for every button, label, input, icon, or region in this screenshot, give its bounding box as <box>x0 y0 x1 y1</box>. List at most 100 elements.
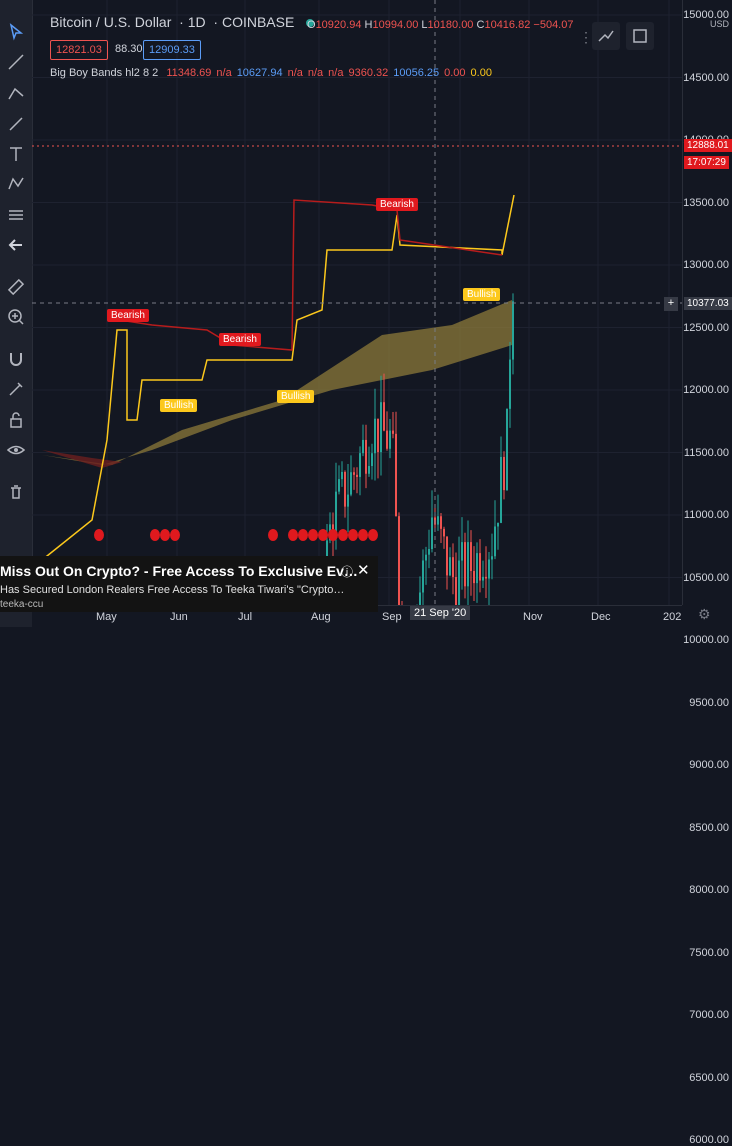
time-tick-label: Aug <box>311 611 331 623</box>
ad-text: Has Secured London Realers Free Access T… <box>0 584 345 596</box>
signal-dot <box>308 529 318 541</box>
zoom-in-icon[interactable] <box>4 305 28 329</box>
candle-body <box>461 542 463 561</box>
candle-body <box>335 491 337 536</box>
time-tick-label: May <box>96 611 117 623</box>
candle-body <box>452 557 454 578</box>
candle-body <box>500 456 502 523</box>
trash-icon[interactable] <box>4 480 28 504</box>
brush-icon[interactable] <box>4 112 28 136</box>
candle-body <box>341 471 343 480</box>
unlock-icon[interactable] <box>4 408 28 432</box>
price-tick-label: 13000.00 <box>683 259 729 271</box>
price-tick-label: 12000.00 <box>683 384 729 396</box>
low-value: 10180.00 <box>427 19 474 31</box>
candle-body <box>512 301 514 360</box>
candle-body <box>458 560 460 605</box>
candle-body <box>491 556 493 560</box>
candle-body <box>443 528 445 537</box>
ad-banner[interactable]: Miss Out On Crypto? - Free Access To Exc… <box>0 556 378 612</box>
ruler-icon[interactable] <box>4 275 28 299</box>
bullish-signal-tag: Bullish <box>160 399 198 412</box>
fib-tool-icon[interactable] <box>4 82 28 106</box>
price-tick-label: 15000.00 <box>683 9 729 21</box>
candle-body <box>398 516 400 605</box>
close-icon[interactable]: ✕ <box>357 562 370 579</box>
price-tick-label: 8000.00 <box>689 884 729 896</box>
interval-label: 1D <box>187 14 206 30</box>
price-tick-label: 7000.00 <box>689 1009 729 1021</box>
exchange-label: COINBASE <box>221 14 295 30</box>
candle-body <box>365 439 367 474</box>
countdown-label: 17:07:29 <box>684 156 729 169</box>
signal-dot <box>288 529 298 541</box>
indicator-value: n/a <box>287 67 303 79</box>
bear-band-line <box>119 199 503 351</box>
price-tick-label: 13500.00 <box>683 196 729 209</box>
candle-body <box>374 418 376 454</box>
candle-body <box>368 466 370 474</box>
indicator-value: 9360.32 <box>348 67 389 79</box>
candle-body <box>503 456 505 491</box>
candle-body <box>467 542 469 587</box>
signal-dot <box>268 529 278 541</box>
symbol-name: Bitcoin / U.S. Dollar <box>50 14 172 30</box>
signal-dot <box>150 529 160 541</box>
time-tick-label: Jun <box>170 611 188 623</box>
candle-body <box>362 439 364 454</box>
candle-body <box>425 554 427 561</box>
lock-drawing-icon[interactable] <box>4 377 28 401</box>
sell-price-box[interactable]: 12821.03 <box>50 40 108 60</box>
signal-dot <box>298 529 308 541</box>
price-tick-label: 12500.00 <box>683 321 729 334</box>
time-tick-label: Sep <box>382 611 402 623</box>
time-tick-label: Jul <box>238 611 253 623</box>
buy-price-box[interactable]: 12909.33 <box>143 40 201 60</box>
indicator-name: Big Boy Bands hl2 8 2 <box>50 67 159 79</box>
eye-icon[interactable] <box>4 438 28 462</box>
fullscreen-icon[interactable] <box>626 22 654 50</box>
prediction-tool-icon[interactable] <box>4 203 28 227</box>
ad-source: teeka-ccu <box>0 599 44 610</box>
signal-dot <box>348 529 358 541</box>
trend-line-icon[interactable] <box>4 50 28 74</box>
drag-handle-icon[interactable]: ⋮ <box>579 29 593 45</box>
candle-body <box>485 576 487 579</box>
candle-body <box>389 430 391 449</box>
price-tick-label: 11000.00 <box>683 509 729 521</box>
price-chart[interactable] <box>32 0 682 605</box>
price-tick-label: 8500.00 <box>689 821 729 834</box>
magnet-icon[interactable] <box>4 347 28 371</box>
candle-body <box>473 570 475 584</box>
back-arrow-icon[interactable] <box>4 233 28 257</box>
price-tick-label: 14500.00 <box>683 71 729 84</box>
candle-body <box>437 516 439 525</box>
ad-title[interactable]: Miss Out On Crypto? - Free Access To Exc… <box>0 563 358 579</box>
add-alert-icon[interactable]: + <box>664 297 678 311</box>
drawing-brush-icon[interactable] <box>592 22 620 50</box>
indicator-value: n/a <box>328 67 344 79</box>
candle-body <box>428 549 430 555</box>
candle-body <box>440 516 442 529</box>
signal-dot <box>318 529 328 541</box>
candle-body <box>464 542 466 587</box>
candle-body <box>392 430 394 434</box>
high-value: 10994.00 <box>372 19 419 31</box>
band-cloud <box>42 300 512 465</box>
text-tool-icon[interactable] <box>4 142 28 166</box>
cursor-icon[interactable] <box>4 20 28 44</box>
candle-body <box>386 430 388 449</box>
indicator-value: 0.00 <box>470 67 492 79</box>
candle-body <box>350 472 352 495</box>
info-icon[interactable]: ⓘ <box>341 565 354 579</box>
candle-body <box>359 453 361 477</box>
candle-body <box>482 576 484 581</box>
price-tick-label: 10500.00 <box>683 571 729 584</box>
pattern-tool-icon[interactable] <box>4 172 28 196</box>
candle-body <box>494 526 496 557</box>
last-price-label: 12888.01 <box>684 139 732 152</box>
market-status-icon <box>306 19 315 27</box>
candle-body <box>347 494 349 507</box>
indicator-legend: Big Boy Bands hl2 8 2 11348.69 n/a 10627.9… <box>50 67 492 79</box>
settings-gear-icon[interactable]: ⚙ <box>698 606 711 622</box>
